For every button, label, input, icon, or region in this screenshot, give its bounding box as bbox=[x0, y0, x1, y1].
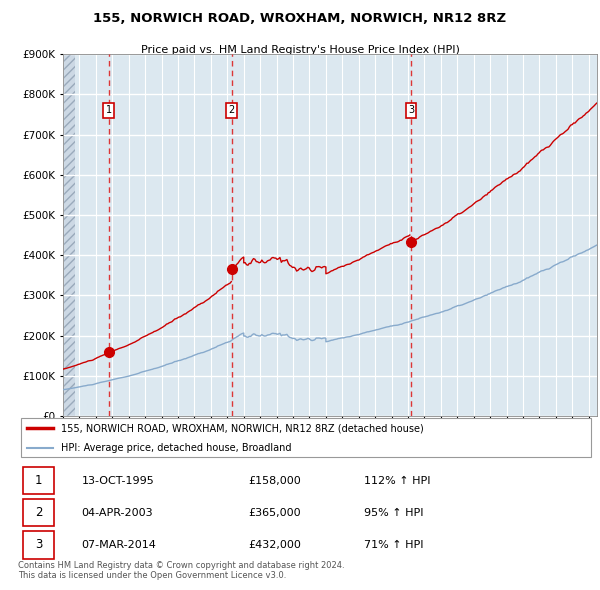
Text: Price paid vs. HM Land Registry's House Price Index (HPI): Price paid vs. HM Land Registry's House … bbox=[140, 44, 460, 54]
Text: 2: 2 bbox=[35, 506, 42, 519]
Text: 155, NORWICH ROAD, WROXHAM, NORWICH, NR12 8RZ: 155, NORWICH ROAD, WROXHAM, NORWICH, NR1… bbox=[94, 12, 506, 25]
FancyBboxPatch shape bbox=[23, 499, 54, 526]
FancyBboxPatch shape bbox=[23, 467, 54, 494]
Text: Contains HM Land Registry data © Crown copyright and database right 2024.
This d: Contains HM Land Registry data © Crown c… bbox=[18, 561, 344, 580]
Text: 1: 1 bbox=[35, 474, 42, 487]
Text: 04-APR-2003: 04-APR-2003 bbox=[82, 508, 153, 518]
Text: 3: 3 bbox=[408, 106, 414, 115]
Bar bbox=[63, 54, 76, 416]
Text: 71% ↑ HPI: 71% ↑ HPI bbox=[364, 540, 423, 550]
Text: 155, NORWICH ROAD, WROXHAM, NORWICH, NR12 8RZ (detached house): 155, NORWICH ROAD, WROXHAM, NORWICH, NR1… bbox=[61, 424, 424, 434]
Text: 1: 1 bbox=[106, 106, 112, 115]
Text: 3: 3 bbox=[35, 539, 42, 552]
Text: HPI: Average price, detached house, Broadland: HPI: Average price, detached house, Broa… bbox=[61, 443, 292, 453]
Text: 95% ↑ HPI: 95% ↑ HPI bbox=[364, 508, 423, 518]
FancyBboxPatch shape bbox=[21, 418, 591, 457]
Text: £432,000: £432,000 bbox=[248, 540, 301, 550]
Text: £365,000: £365,000 bbox=[248, 508, 301, 518]
Text: 2: 2 bbox=[229, 106, 235, 115]
Text: 07-MAR-2014: 07-MAR-2014 bbox=[82, 540, 156, 550]
Text: £158,000: £158,000 bbox=[248, 476, 301, 486]
FancyBboxPatch shape bbox=[23, 531, 54, 559]
Text: 13-OCT-1995: 13-OCT-1995 bbox=[82, 476, 154, 486]
Text: 112% ↑ HPI: 112% ↑ HPI bbox=[364, 476, 430, 486]
